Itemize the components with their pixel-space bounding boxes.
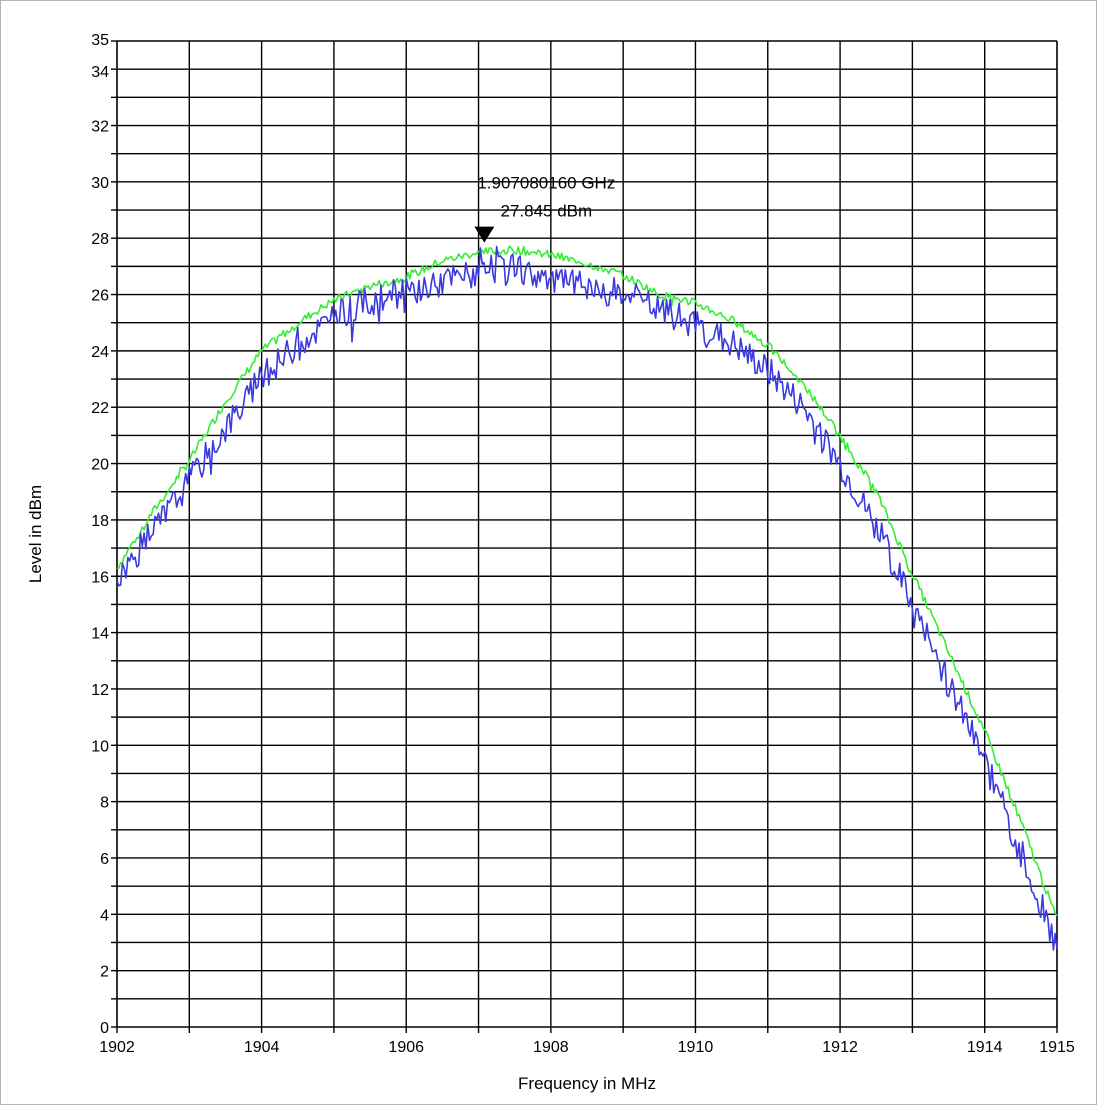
upper-trace-line	[116, 245, 1058, 917]
y-tick-label: 26	[91, 288, 109, 305]
x-axis-title: Frequency in MHz	[518, 1074, 656, 1093]
y-tick-label: 22	[91, 400, 109, 417]
x-tick-label: 1902	[99, 1039, 135, 1056]
grid	[116, 40, 1058, 1028]
x-tick-label: 1912	[822, 1039, 858, 1056]
y-tick-label: 30	[91, 175, 109, 192]
x-tick-label: 1915	[1039, 1039, 1075, 1056]
y-tick-label: 14	[91, 626, 109, 643]
y-axis-title: Level in dBm	[26, 485, 45, 583]
y-tick-label: 6	[100, 851, 109, 868]
y-tick-label: 10	[91, 738, 109, 755]
x-tick-label: 1914	[967, 1039, 1003, 1056]
y-tick-label: 28	[91, 231, 109, 248]
axis-ticks: 1902 1904 1906 1908 1910 1912 1914 191502468101…	[91, 32, 1075, 1056]
y-tick-label: 0	[100, 1020, 109, 1037]
lower-trace-line	[116, 245, 1058, 951]
y-tick-label: 34	[91, 64, 109, 81]
marker-frequency-label: 1.907080160 GHz	[477, 174, 615, 193]
x-tick-label: 1904	[244, 1039, 280, 1056]
marker-group: 1.907080160 GHz 27.845 dBm	[474, 174, 615, 243]
y-tick-label: 35	[91, 32, 109, 49]
y-tick-label: 24	[91, 344, 109, 361]
y-tick-label: 12	[91, 682, 109, 699]
x-tick-label: 1908	[533, 1039, 569, 1056]
marker-level-label: 27.845 dBm	[500, 202, 592, 221]
series-group	[116, 245, 1058, 951]
y-tick-label: 32	[91, 119, 109, 136]
x-tick-label: 1910	[678, 1039, 714, 1056]
y-tick-label: 4	[100, 907, 109, 924]
x-tick-label: 1906	[388, 1039, 424, 1056]
y-tick-label: 18	[91, 513, 109, 530]
peak-marker-icon	[474, 226, 495, 243]
y-tick-label: 16	[91, 569, 109, 586]
y-tick-label: 8	[100, 795, 109, 812]
y-tick-label: 2	[100, 964, 109, 981]
y-tick-label: 20	[91, 457, 109, 474]
